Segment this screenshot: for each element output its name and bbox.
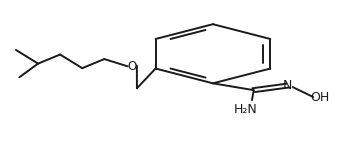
Text: O: O [128,60,137,73]
Text: H₂N: H₂N [233,103,257,116]
Text: N: N [283,79,292,92]
Text: OH: OH [310,91,329,104]
